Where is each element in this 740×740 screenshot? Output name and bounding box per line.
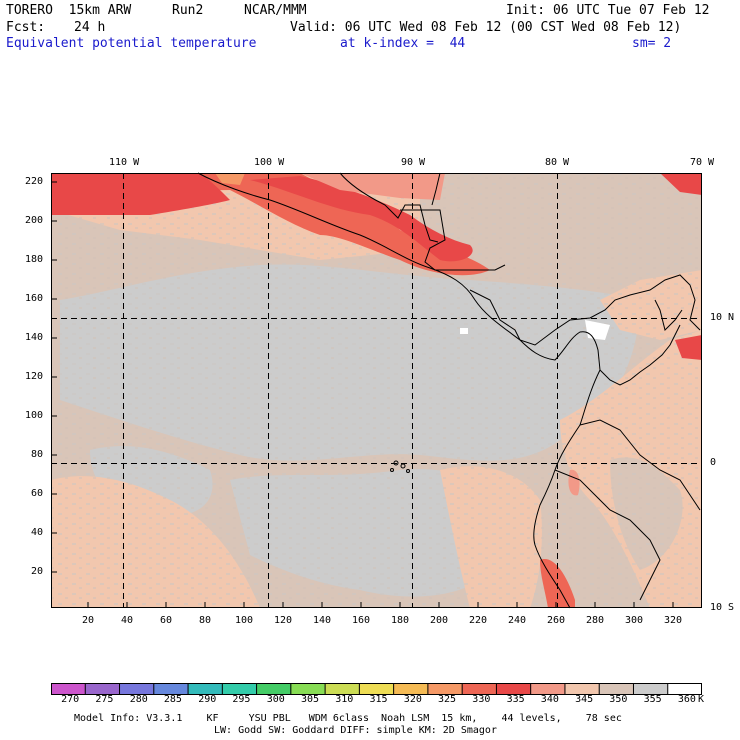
valid-time: Valid: 06 UTC Wed 08 Feb 12 (00 CST Wed … xyxy=(290,20,682,35)
lon-label-110w: 110 W xyxy=(109,157,140,168)
x-tick: 180 xyxy=(391,615,410,626)
y-tick: 180 xyxy=(25,254,44,265)
colorbar-label: 305 xyxy=(301,694,320,705)
colorbar-label: 310 xyxy=(335,694,354,705)
colorbar-swatch xyxy=(667,683,703,694)
colorbar-swatch xyxy=(359,683,395,694)
colorbar-swatch xyxy=(290,683,326,694)
colorbar-label: 350 xyxy=(609,694,628,705)
x-tick: 20 xyxy=(82,615,95,626)
axis-ticks xyxy=(51,181,674,608)
colorbar-swatch xyxy=(85,683,121,694)
colorbar-swatch xyxy=(633,683,669,694)
lon-label-80w: 80 W xyxy=(545,157,570,168)
map-fill-layer xyxy=(51,173,702,608)
x-tick: 260 xyxy=(547,615,566,626)
colorbar-label: 320 xyxy=(403,694,422,705)
colorbar-unit: K xyxy=(698,694,705,705)
colorbar-label: 335 xyxy=(506,694,525,705)
colorbar-swatch xyxy=(599,683,634,694)
colorbar-swatch xyxy=(188,683,223,694)
colorbar xyxy=(51,683,703,695)
colorbar-swatch xyxy=(462,683,497,694)
x-tick: 240 xyxy=(508,615,527,626)
coastlines xyxy=(197,172,701,609)
lat-label-10n: 10 N xyxy=(710,312,735,323)
colorbar-swatch xyxy=(530,683,566,694)
x-tick: 140 xyxy=(313,615,332,626)
y-tick: 200 xyxy=(25,215,44,226)
smoothing-label: sm= 2 xyxy=(632,36,672,51)
x-tick: 200 xyxy=(430,615,449,626)
colorbar-label: 315 xyxy=(369,694,388,705)
colorbar-swatch xyxy=(153,683,189,694)
colorbar-label: 270 xyxy=(61,694,80,705)
graticule xyxy=(51,173,702,608)
colorbar-label: 325 xyxy=(438,694,457,705)
colorbar-label: 285 xyxy=(163,694,182,705)
y-tick: 20 xyxy=(31,566,44,577)
run-label: Run2 xyxy=(172,3,204,18)
colorbar-label: 330 xyxy=(472,694,491,705)
forecast-label: Fcst: xyxy=(6,20,46,35)
lon-label-90w: 90 W xyxy=(401,157,426,168)
y-tick: 120 xyxy=(25,371,44,382)
x-tick: 40 xyxy=(121,615,134,626)
colorbar-label: 275 xyxy=(95,694,114,705)
colorbar-label: 345 xyxy=(575,694,594,705)
colorbar-label: 295 xyxy=(232,694,251,705)
colorbar-swatch xyxy=(427,683,463,694)
y-tick: 100 xyxy=(25,410,44,421)
x-tick: 220 xyxy=(469,615,488,626)
colorbar-label: 290 xyxy=(198,694,217,705)
colorbar-swatch xyxy=(51,683,86,694)
lat-label-0: 0 xyxy=(710,457,717,468)
mexico-hot-region xyxy=(51,173,490,276)
colorbar-label: 340 xyxy=(540,694,559,705)
level-label: at k-index = 44 xyxy=(340,36,466,51)
y-tick: 40 xyxy=(31,527,44,538)
x-tick: 80 xyxy=(199,615,212,626)
colorbar-swatch xyxy=(119,683,155,694)
init-time: Init: 06 UTC Tue 07 Feb 12 xyxy=(506,3,710,18)
map-frame xyxy=(51,173,702,608)
x-tick: 160 xyxy=(352,615,371,626)
colorbar-label: 280 xyxy=(129,694,148,705)
org-label: NCAR/MMM xyxy=(244,3,307,18)
colorbar-label: 300 xyxy=(266,694,285,705)
colorbar-swatch xyxy=(393,683,429,694)
x-tick: 320 xyxy=(664,615,683,626)
model-info: Model Info: V3.3.1 KF YSU PBL WDM 6class… xyxy=(74,713,622,724)
colorbar-swatch xyxy=(496,683,532,694)
colorbar-label: 355 xyxy=(643,694,662,705)
colorbar-frame xyxy=(51,683,702,695)
colorbar-swatch xyxy=(325,683,360,694)
x-tick: 60 xyxy=(160,615,173,626)
colorbar-label: 360 xyxy=(677,694,696,705)
x-tick: 100 xyxy=(235,615,254,626)
colorbar-swatch xyxy=(564,683,600,694)
lon-label-100w: 100 W xyxy=(254,157,285,168)
y-tick: 140 xyxy=(25,332,44,343)
forecast-hour: 24 h xyxy=(74,20,106,35)
y-tick: 220 xyxy=(25,176,44,187)
field-name: Equivalent potential temperature xyxy=(6,36,257,51)
x-tick: 300 xyxy=(625,615,644,626)
lat-label-10s: 10 S xyxy=(710,602,735,613)
lon-label-70w: 70 W xyxy=(690,157,715,168)
colorbar-swatch xyxy=(222,683,258,694)
colorbar-swatch xyxy=(256,683,292,694)
y-tick: 160 xyxy=(25,293,44,304)
x-tick: 120 xyxy=(274,615,293,626)
x-tick: 280 xyxy=(586,615,605,626)
physics-info: LW: Godd SW: Goddard DIFF: simple KM: 2D… xyxy=(214,725,497,736)
y-tick: 80 xyxy=(31,449,44,460)
y-tick: 60 xyxy=(31,488,44,499)
model-title: TORERO 15km ARW xyxy=(6,3,132,18)
